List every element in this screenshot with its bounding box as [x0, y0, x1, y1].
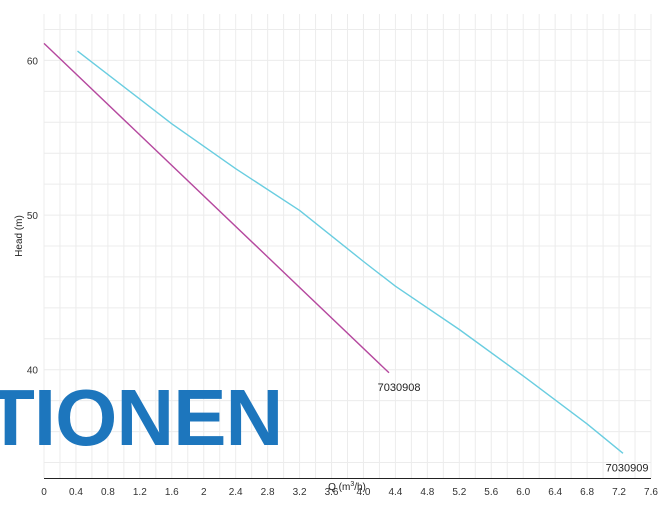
- x-axis-title: Q (m3/h): [328, 481, 366, 493]
- x-tick-label: 4.0: [357, 487, 371, 498]
- x-tick-label: 3.6: [325, 487, 339, 498]
- x-tick-label: 7.2: [612, 487, 626, 498]
- x-tick-label: 3.2: [293, 487, 307, 498]
- axis-layer: 0 0.4 0.8 1.2 1.6 2 2.4 2.8 3.2 3.6 4.0 4.4 4.8 5.2 5.…: [27, 56, 659, 498]
- series-layer: 7030908 7030909: [43, 42, 649, 474]
- x-tick-label: 2: [201, 487, 207, 498]
- x-tick-label: 4.8: [420, 487, 434, 498]
- y-tick-label: 50: [27, 211, 39, 222]
- series-line-7030909: [77, 50, 624, 454]
- y-tick-label: 40: [27, 366, 39, 377]
- x-tick-label: 6.8: [580, 487, 594, 498]
- x-tick-label: 2.8: [261, 487, 275, 498]
- x-tick-label: 6.4: [548, 487, 562, 498]
- x-tick-label: 5.6: [484, 487, 498, 498]
- series-label-7030909: 7030909: [606, 462, 649, 474]
- y-tick-label: 60: [27, 56, 39, 67]
- x-tick-label: 0: [41, 487, 47, 498]
- x-tick-label: 7.6: [644, 487, 658, 498]
- x-tick-label: 6.0: [516, 487, 530, 498]
- x-tick-label: 2.4: [229, 487, 243, 498]
- x-tick-label: 1.2: [133, 487, 147, 498]
- y-axis-title: Head (m): [14, 215, 25, 257]
- watermark-logo-text: TIONEN: [0, 373, 283, 462]
- x-tick-label: 4.4: [388, 487, 402, 498]
- x-tick-label: 0.8: [101, 487, 115, 498]
- x-tick-label: 5.2: [452, 487, 466, 498]
- grid-layer: [43, 14, 652, 478]
- series-line-7030908: [43, 42, 390, 374]
- x-tick-label: 1.6: [165, 487, 179, 498]
- x-tick-label: 0.4: [69, 487, 83, 498]
- series-label-7030908: 7030908: [378, 382, 421, 394]
